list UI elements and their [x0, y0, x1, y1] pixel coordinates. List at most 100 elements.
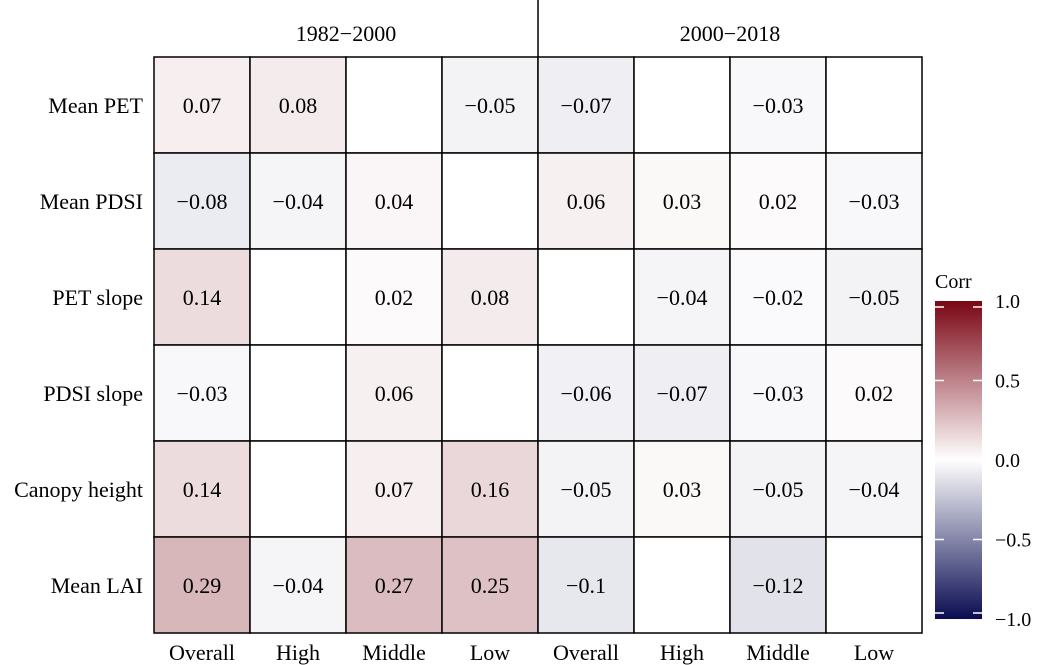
heatmap-cell	[345, 56, 443, 154]
cell-value-label: 0.02	[855, 381, 894, 406]
heatmap-cell	[729, 248, 827, 346]
cell-value-label: −0.06	[561, 381, 612, 406]
column-labels: Overall High Middle Low Overall High Middle Low	[169, 640, 894, 665]
cell-value-label: −0.05	[753, 477, 804, 502]
cell-value-label: −0.04	[273, 189, 324, 214]
cell-value-label: 0.08	[279, 93, 318, 118]
heatmap-cell	[633, 440, 731, 538]
heatmap-cell	[345, 248, 443, 346]
period-label: 1982−2000	[296, 21, 396, 46]
cell-value-label: 0.08	[471, 285, 510, 310]
row-labels: Mean PET Mean PDSI PET slope PDSI slope Cano…	[14, 93, 143, 598]
cell-value-label: −0.04	[657, 285, 708, 310]
heatmap-cell	[249, 56, 347, 154]
heatmap-cell	[249, 248, 347, 346]
cell-value-label: −0.07	[561, 93, 612, 118]
heatmap-cell	[633, 152, 731, 250]
period-label: 2000−2018	[680, 21, 780, 46]
cell-value-label: −0.04	[273, 573, 324, 598]
column-label: High	[276, 640, 320, 665]
heatmap-cell	[537, 248, 635, 346]
heatmap-cell	[441, 536, 539, 634]
heatmap-cell	[537, 56, 635, 154]
heatmap-cell	[825, 248, 923, 346]
heatmap-cell	[825, 440, 923, 538]
heatmap-cell	[537, 536, 635, 634]
legend-tick-label: 0.5	[995, 371, 1020, 393]
cell-value-label: −0.04	[849, 477, 900, 502]
heatmap-cell	[825, 344, 923, 442]
row-label: Mean LAI	[51, 573, 143, 598]
cell-value-label: 0.03	[663, 477, 702, 502]
cell-value-label: 0.14	[183, 477, 222, 502]
column-label: Overall	[553, 640, 619, 665]
cell-value-label: −0.05	[465, 93, 516, 118]
cell-value-label: −0.07	[657, 381, 708, 406]
cell-value-label: −0.1	[566, 573, 606, 598]
heatmap-cell	[345, 536, 443, 634]
row-label: Mean PET	[48, 93, 143, 118]
heatmap-cell	[633, 56, 731, 154]
column-label: Low	[854, 640, 894, 665]
legend-tick-label: −0.5	[995, 530, 1031, 552]
cell-value-label: −0.12	[753, 573, 804, 598]
color-legend: Corr 1.0 0.5 0.0 −0.5 −1.0	[935, 271, 1031, 631]
cell-value-label: −0.05	[849, 285, 900, 310]
cell-value-label: 0.06	[375, 381, 414, 406]
heatmap-cell	[345, 152, 443, 250]
cell-value-label: −0.03	[753, 381, 804, 406]
heatmap-cell	[825, 152, 923, 250]
cell-value-label: 0.02	[759, 189, 798, 214]
heatmap-cells: 0.07 0.08 −0.05 −0.07 −0.03 −0.08 −0.04 0.04 0.0…	[153, 56, 923, 634]
row-label: Canopy height	[14, 477, 143, 502]
heatmap-cell	[633, 536, 731, 634]
row-label: PDSI slope	[43, 381, 143, 406]
column-label: Middle	[362, 640, 426, 665]
heatmap-cell	[633, 248, 731, 346]
cell-value-label: 0.14	[183, 285, 222, 310]
cell-value-label: 0.04	[375, 189, 414, 214]
cell-value-label: −0.03	[177, 381, 228, 406]
period-labels: 1982−2000 2000−2018	[296, 0, 780, 57]
legend-tick-label: 0.0	[995, 450, 1020, 472]
cell-value-label: 0.16	[471, 477, 510, 502]
heatmap-cell	[153, 440, 251, 538]
legend-tick-label: 1.0	[995, 291, 1020, 313]
column-label: Middle	[746, 640, 810, 665]
cell-value-label: 0.25	[471, 573, 510, 598]
heatmap-cell	[825, 536, 923, 634]
heatmap-cell	[537, 344, 635, 442]
heatmap-cell	[153, 344, 251, 442]
cell-value-label: −0.02	[753, 285, 804, 310]
cell-value-label: −0.03	[849, 189, 900, 214]
heatmap-cell	[153, 56, 251, 154]
legend-title: Corr	[935, 271, 972, 293]
cell-value-label: 0.03	[663, 189, 702, 214]
cell-value-label: −0.03	[753, 93, 804, 118]
cell-value-label: 0.27	[375, 573, 414, 598]
cell-value-label: −0.08	[177, 189, 228, 214]
heatmap-cell	[537, 440, 635, 538]
heatmap-cell	[441, 344, 539, 442]
cell-value-label: 0.07	[183, 93, 222, 118]
heatmap-cell	[153, 152, 251, 250]
heatmap-cell	[825, 56, 923, 154]
cell-value-label: 0.29	[183, 573, 222, 598]
heatmap-cell	[729, 344, 827, 442]
row-label: Mean PDSI	[40, 189, 143, 214]
column-label: Overall	[169, 640, 235, 665]
column-label: High	[660, 640, 704, 665]
heatmap-cell	[633, 344, 731, 442]
heatmap-cell	[729, 536, 827, 634]
row-label: PET slope	[52, 285, 143, 310]
cell-value-label: 0.02	[375, 285, 414, 310]
heatmap-cell	[249, 344, 347, 442]
heatmap-cell	[345, 344, 443, 442]
cell-value-label: 0.07	[375, 477, 414, 502]
heatmap-cell	[441, 440, 539, 538]
legend-tick-label: −1.0	[995, 609, 1031, 631]
heatmap-cell	[249, 440, 347, 538]
heatmap-cell	[441, 152, 539, 250]
cell-value-label: 0.06	[567, 189, 606, 214]
